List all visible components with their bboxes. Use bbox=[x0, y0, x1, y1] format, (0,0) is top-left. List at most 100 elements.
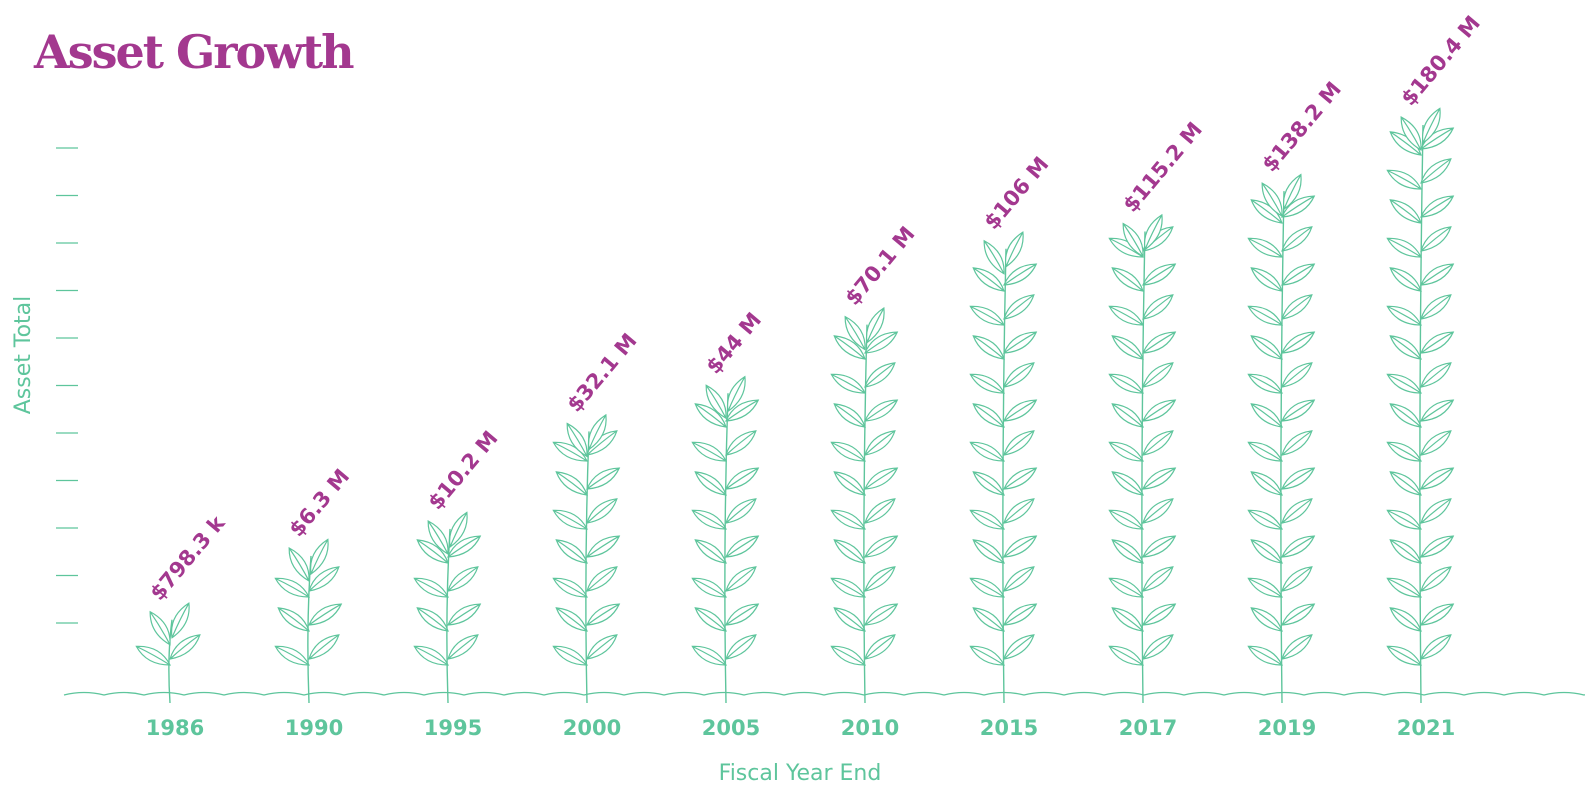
leaf bbox=[149, 610, 171, 646]
leaf bbox=[1250, 471, 1283, 496]
plant: $180.4 M bbox=[1386, 11, 1485, 704]
leaf bbox=[1142, 467, 1177, 490]
x-tick-label: 2010 bbox=[841, 716, 899, 740]
plant: $44 M bbox=[691, 308, 766, 704]
leaf bbox=[427, 520, 449, 555]
leaf bbox=[448, 511, 468, 549]
leaf bbox=[308, 566, 340, 592]
leaf bbox=[1389, 607, 1422, 632]
leaf bbox=[308, 603, 343, 626]
leaf bbox=[1386, 237, 1422, 258]
leaf bbox=[1281, 467, 1316, 490]
leaf bbox=[1420, 535, 1455, 558]
x-tick-label: 2000 bbox=[563, 716, 621, 740]
leaf bbox=[413, 645, 449, 666]
leaf bbox=[1281, 430, 1313, 456]
leaf bbox=[1281, 399, 1316, 422]
plant: $138.2 M bbox=[1247, 77, 1346, 704]
leaf bbox=[864, 535, 899, 558]
leaf bbox=[169, 634, 201, 660]
leaf bbox=[1400, 116, 1422, 152]
leaf bbox=[1003, 331, 1038, 354]
leaf bbox=[586, 467, 621, 490]
leaf bbox=[864, 498, 896, 524]
leaf bbox=[1389, 267, 1422, 292]
leaf bbox=[972, 267, 1005, 292]
leaf bbox=[1281, 535, 1316, 558]
leaf bbox=[1108, 509, 1144, 530]
leaf bbox=[1003, 603, 1038, 626]
leaf bbox=[691, 509, 727, 530]
leaf bbox=[170, 602, 190, 639]
leaf bbox=[1142, 603, 1177, 626]
leaf bbox=[277, 607, 310, 632]
value-label: $70.1 M bbox=[840, 222, 919, 310]
x-tick-label: 2021 bbox=[1397, 716, 1455, 740]
leaf bbox=[1386, 509, 1422, 530]
value-label: $32.1 M bbox=[562, 329, 641, 417]
leaf bbox=[1003, 467, 1038, 490]
leaf bbox=[552, 509, 588, 530]
leaf bbox=[1143, 213, 1163, 251]
leaf bbox=[416, 607, 449, 632]
leaf bbox=[969, 509, 1005, 530]
stem bbox=[1419, 124, 1424, 704]
leaf bbox=[844, 315, 866, 351]
leaf bbox=[1003, 263, 1038, 286]
leaf bbox=[830, 373, 866, 394]
leaf bbox=[1386, 645, 1422, 666]
leaf bbox=[1111, 335, 1144, 360]
leaf bbox=[308, 634, 340, 660]
leaf bbox=[1386, 577, 1422, 598]
leaf bbox=[1142, 634, 1174, 660]
leaf bbox=[566, 422, 588, 458]
leaf bbox=[1142, 535, 1177, 558]
leaf bbox=[1142, 294, 1174, 320]
leaf bbox=[447, 603, 482, 626]
leaf bbox=[1281, 634, 1313, 660]
leaf bbox=[1420, 399, 1455, 422]
leaf bbox=[1420, 263, 1455, 286]
leaf bbox=[864, 399, 899, 422]
leaf bbox=[555, 471, 588, 496]
leaf bbox=[725, 399, 760, 422]
leaf bbox=[830, 577, 866, 598]
leaf bbox=[1420, 226, 1452, 252]
leaf bbox=[1111, 403, 1144, 428]
leaf bbox=[1003, 294, 1035, 320]
leaf bbox=[691, 577, 727, 598]
leaf bbox=[416, 539, 449, 564]
leaf bbox=[1281, 331, 1316, 354]
leaf bbox=[1389, 199, 1422, 224]
x-tick-label: 1986 bbox=[146, 716, 204, 740]
leaf bbox=[725, 566, 757, 592]
leaf bbox=[587, 413, 607, 451]
leaf bbox=[586, 566, 618, 592]
leaf bbox=[586, 603, 621, 626]
leaf bbox=[864, 430, 896, 456]
leaf bbox=[725, 634, 757, 660]
leaf bbox=[691, 645, 727, 666]
leaf bbox=[1111, 471, 1144, 496]
leaf bbox=[1108, 441, 1144, 462]
leaf bbox=[1003, 399, 1038, 422]
leaf bbox=[1281, 294, 1313, 320]
leaf bbox=[1142, 399, 1177, 422]
leaf bbox=[1389, 403, 1422, 428]
leaf bbox=[833, 607, 866, 632]
plant: $6.3 M bbox=[274, 464, 354, 704]
leaf bbox=[1142, 430, 1174, 456]
leaf bbox=[1420, 430, 1452, 456]
leaf bbox=[865, 307, 885, 344]
value-label: $106 M bbox=[979, 152, 1053, 234]
x-tick-label: 1995 bbox=[424, 716, 482, 740]
leaf bbox=[1389, 539, 1422, 564]
plant: $70.1 M bbox=[830, 222, 920, 704]
stem bbox=[446, 528, 451, 704]
leaf bbox=[972, 539, 1005, 564]
leaf bbox=[555, 607, 588, 632]
leaf bbox=[1420, 498, 1452, 524]
leaf bbox=[1420, 634, 1452, 660]
leaf bbox=[691, 441, 727, 462]
